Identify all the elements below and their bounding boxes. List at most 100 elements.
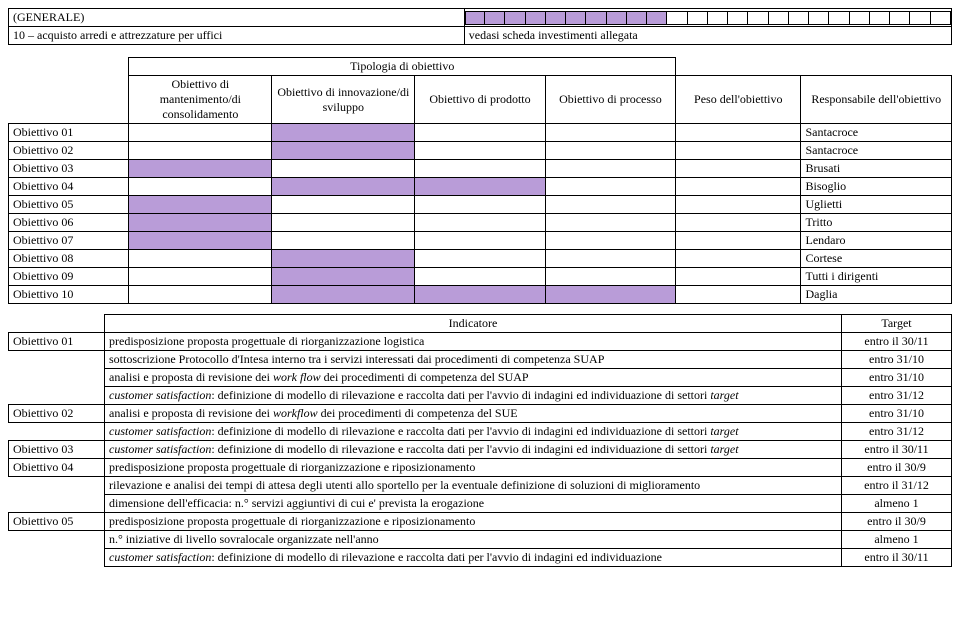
- objective-label: Obiettivo 10: [9, 286, 129, 304]
- target-value: almeno 1: [842, 495, 952, 513]
- indicator-obj-label: [9, 423, 105, 441]
- objective-label: Obiettivo 05: [9, 196, 129, 214]
- peso-cell: [676, 268, 801, 286]
- objective-type-cell: [272, 178, 415, 196]
- objective-type-cell: [545, 196, 675, 214]
- objective-label: Obiettivo 09: [9, 268, 129, 286]
- responsabile-cell: Brusati: [801, 160, 952, 178]
- col-prodotto: Obiettivo di prodotto: [415, 76, 545, 124]
- objective-label: Obiettivo 04: [9, 178, 129, 196]
- gantt-cell: [829, 11, 849, 25]
- indicator-text: dimensione dell'efficacia: n.° servizi a…: [105, 495, 842, 513]
- objective-type-cell: [129, 250, 272, 268]
- objective-type-cell: [272, 250, 415, 268]
- indicator-text: sottoscrizione Protocollo d'Intesa inter…: [105, 351, 842, 369]
- objective-type-cell: [272, 214, 415, 232]
- responsabile-cell: Lendaro: [801, 232, 952, 250]
- gantt-cell: [708, 11, 728, 25]
- peso-cell: [676, 160, 801, 178]
- indicator-text: analisi e proposta di revisione dei work…: [105, 405, 842, 423]
- indicator-obj-label: [9, 531, 105, 567]
- indicator-text: customer satisfaction: definizione di mo…: [105, 387, 842, 405]
- gantt-cell: [890, 11, 910, 25]
- col-peso: Peso dell'obiettivo: [676, 76, 801, 124]
- indicator-obj-label: Obiettivo 01: [9, 333, 105, 351]
- indicator-text: predisposizione proposta progettuale di …: [105, 459, 842, 477]
- objective-type-cell: [545, 160, 675, 178]
- tipologia-title: Tipologia di obiettivo: [129, 58, 676, 76]
- peso-cell: [676, 214, 801, 232]
- objective-type-cell: [415, 250, 545, 268]
- objective-label: Obiettivo 08: [9, 250, 129, 268]
- indicator-text: n.° iniziative di livello sovralocale or…: [105, 531, 842, 549]
- gantt-cell: [627, 11, 647, 25]
- objective-type-cell: [545, 268, 675, 286]
- gantt-cell: [647, 11, 667, 25]
- gantt-cell: [526, 11, 546, 25]
- indicator-text: analisi e proposta di revisione dei work…: [105, 369, 842, 387]
- target-value: entro 31/10: [842, 405, 952, 423]
- objective-type-cell: [415, 286, 545, 304]
- col-responsabile: Responsabile dell'obiettivo: [801, 76, 952, 124]
- indicator-obj-label: Obiettivo 02: [9, 405, 105, 423]
- objective-type-cell: [545, 142, 675, 160]
- responsabile-cell: Tutti i dirigenti: [801, 268, 952, 286]
- indicator-text: predisposizione proposta progettuale di …: [105, 333, 842, 351]
- peso-cell: [676, 232, 801, 250]
- objective-type-cell: [415, 160, 545, 178]
- objective-type-cell: [545, 232, 675, 250]
- objective-type-cell: [415, 214, 545, 232]
- objective-type-cell: [545, 124, 675, 142]
- objective-type-cell: [129, 268, 272, 286]
- objective-type-cell: [272, 196, 415, 214]
- objective-type-cell: [272, 232, 415, 250]
- top-header-table: (GENERALE) 10 – acquisto arredi e attrez…: [8, 8, 952, 45]
- tipologia-table: Tipologia di obiettivo Obiettivo di mant…: [8, 57, 952, 304]
- indicator-text: customer satisfaction: definizione di mo…: [105, 423, 842, 441]
- indicator-obj-label: Obiettivo 04: [9, 459, 105, 477]
- target-value: entro 31/12: [842, 423, 952, 441]
- gantt-cell: [931, 11, 951, 25]
- objective-type-cell: [415, 178, 545, 196]
- responsabile-cell: Cortese: [801, 250, 952, 268]
- target-value: entro 31/10: [842, 351, 952, 369]
- gantt-cell: [809, 11, 829, 25]
- objective-type-cell: [272, 286, 415, 304]
- objective-type-cell: [415, 196, 545, 214]
- responsabile-cell: Daglia: [801, 286, 952, 304]
- indicator-obj-label: Obiettivo 05: [9, 513, 105, 531]
- col-innovazione: Obiettivo di innovazione/di sviluppo: [272, 76, 415, 124]
- gantt-cell: [566, 11, 586, 25]
- objective-label: Obiettivo 07: [9, 232, 129, 250]
- objective-label: Obiettivo 06: [9, 214, 129, 232]
- objective-type-cell: [129, 214, 272, 232]
- gantt-cell: [485, 11, 505, 25]
- row10-right: vedasi scheda investimenti allegata: [464, 27, 951, 45]
- indicatore-header: Indicatore: [105, 315, 842, 333]
- objective-type-cell: [129, 196, 272, 214]
- objective-type-cell: [129, 142, 272, 160]
- objective-type-cell: [272, 124, 415, 142]
- objective-label: Obiettivo 01: [9, 124, 129, 142]
- mini-gantt-grid: [465, 11, 951, 25]
- objective-type-cell: [129, 160, 272, 178]
- gantt-cell: [728, 11, 748, 25]
- objective-label: Obiettivo 02: [9, 142, 129, 160]
- target-value: entro il 30/9: [842, 459, 952, 477]
- responsabile-cell: Santacroce: [801, 142, 952, 160]
- gantt-cell: [769, 11, 789, 25]
- target-value: entro il 30/11: [842, 441, 952, 459]
- responsabile-cell: Tritto: [801, 214, 952, 232]
- target-value: entro 31/12: [842, 387, 952, 405]
- indicatore-table: Indicatore Target Obiettivo 01predisposi…: [8, 314, 952, 567]
- peso-cell: [676, 250, 801, 268]
- peso-cell: [676, 178, 801, 196]
- indicator-text: customer satisfaction: definizione di mo…: [105, 549, 842, 567]
- generale-label: (GENERALE): [9, 9, 465, 27]
- gantt-cell: [910, 11, 930, 25]
- peso-cell: [676, 196, 801, 214]
- indicator-text: rilevazione e analisi dei tempi di attes…: [105, 477, 842, 495]
- objective-type-cell: [545, 178, 675, 196]
- objective-type-cell: [415, 268, 545, 286]
- row10-left: 10 – acquisto arredi e attrezzature per …: [9, 27, 465, 45]
